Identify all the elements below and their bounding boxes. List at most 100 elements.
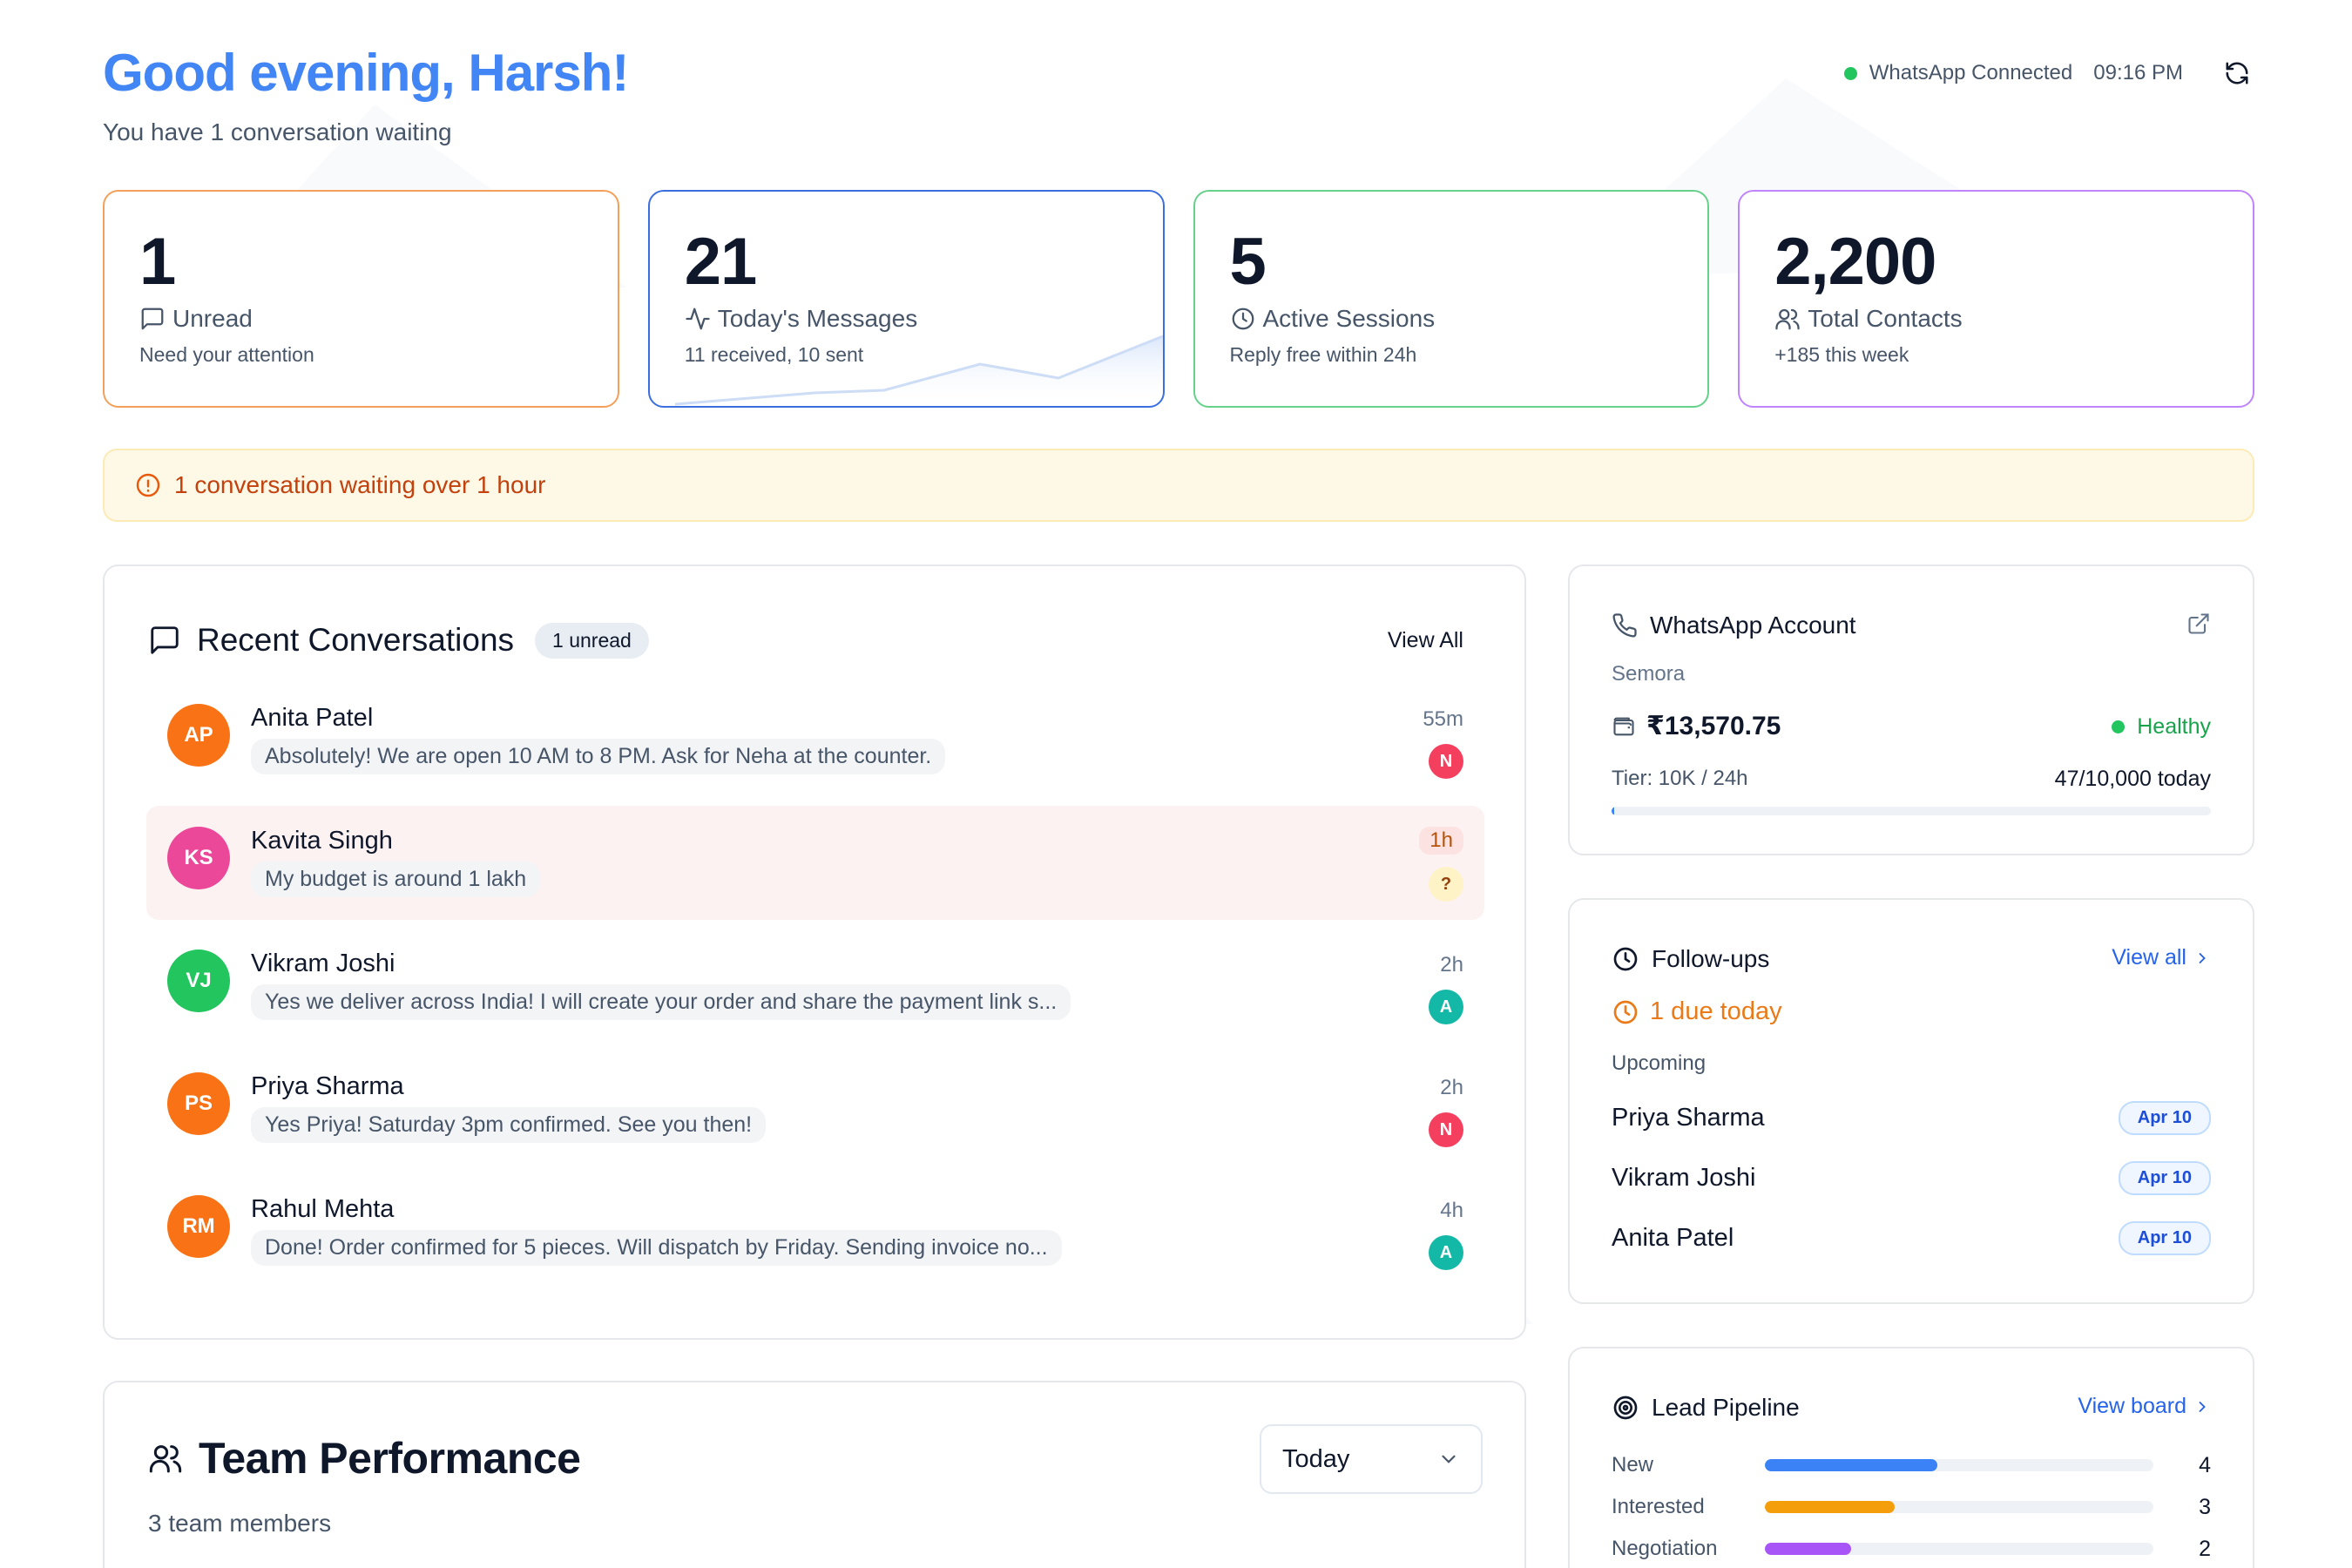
stat-subtext: +185 this week — [1774, 343, 1909, 366]
follow-up-contact: Priya Sharma — [1612, 1104, 1765, 1132]
contact-name: Vikram Joshi — [251, 950, 395, 977]
conversation-row[interactable]: KS Kavita Singh My budget is around 1 la… — [146, 806, 1484, 920]
stage-bar — [1765, 1501, 2153, 1513]
wallet-icon — [1613, 717, 1634, 735]
stat-card-unread[interactable]: 1 Unread Need your attention — [103, 190, 619, 408]
unread-badge: 1 unread — [535, 622, 649, 659]
last-message-preview: Done! Order confirmed for 5 pieces. Will… — [251, 1230, 1062, 1266]
stat-label-text: Active Sessions — [1262, 305, 1436, 332]
stage-bar-fill — [1765, 1543, 1852, 1555]
team-member-count: 3 team members — [148, 1510, 332, 1537]
usage-progress-fill — [1612, 807, 1615, 815]
stat-value: 2,200 — [1774, 225, 1936, 299]
stat-subtext: 11 received, 10 sent — [684, 343, 864, 366]
stat-card-messages[interactable]: 21 Today's Messages 11 received, 10 sent — [647, 190, 1165, 408]
message-square-icon — [151, 626, 179, 654]
stat-card-sessions[interactable]: 5 Active Sessions Reply free within 24h — [1193, 190, 1710, 408]
view-all-conversations-link[interactable]: View All — [1387, 627, 1463, 652]
last-message-preview: Yes Priya! Saturday 3pm confirmed. See y… — [251, 1107, 767, 1143]
pipeline-stage-row[interactable]: New 4 — [1612, 1444, 2211, 1486]
conversation-list: AP Anita Patel Absolutely! We are open 1… — [146, 683, 1484, 1297]
follow-up-item[interactable]: Vikram Joshi Apr 10 — [1612, 1148, 2211, 1208]
alert-text: 1 conversation waiting over 1 hour — [174, 471, 546, 498]
follow-up-contact: Vikram Joshi — [1612, 1164, 1756, 1192]
health-dot — [2112, 720, 2126, 733]
messaging-tier: Tier: 10K / 24h — [1612, 767, 1748, 790]
stat-label: Unread — [139, 305, 583, 333]
health-status-label: Healthy — [2137, 714, 2211, 739]
stat-subtext: Need your attention — [139, 343, 314, 366]
stage-count: 4 — [2199, 1452, 2211, 1477]
conversation-row[interactable]: RM Rahul Mehta Done! Order confirmed for… — [146, 1174, 1484, 1288]
follow-ups-card: Follow-ups View all 1 due today Upcoming… — [1568, 898, 2254, 1304]
target-icon — [1613, 1396, 1638, 1420]
stat-label: Total Contacts — [1774, 305, 2218, 333]
stat-label-text: Unread — [172, 305, 253, 332]
conversations-header: Recent Conversations 1 unread View All — [148, 618, 1463, 662]
follow-up-item[interactable]: Priya Sharma Apr 10 — [1612, 1088, 2211, 1148]
team-performance-title: Team Performance — [199, 1434, 581, 1483]
daily-usage: 47/10,000 today — [2054, 767, 2211, 791]
clock-icon — [1613, 1000, 1638, 1024]
recent-conversations-card: Recent Conversations 1 unread View All A… — [103, 564, 1526, 1340]
message-time: 2h — [1440, 953, 1463, 977]
last-message-preview: Absolutely! We are open 10 AM to 8 PM. A… — [251, 739, 946, 774]
stage-count: 2 — [2199, 1536, 2211, 1561]
contact-name: Priya Sharma — [251, 1072, 404, 1100]
follow-up-date-badge: Apr 10 — [2118, 1161, 2211, 1195]
due-today-indicator: 1 due today — [1612, 997, 1782, 1026]
stat-value: 21 — [684, 225, 758, 299]
stat-value: 5 — [1229, 225, 1267, 299]
assigned-agent-badge: N — [1429, 1112, 1463, 1147]
stat-value: 1 — [139, 225, 176, 299]
conversation-row[interactable]: AP Anita Patel Absolutely! We are open 1… — [146, 683, 1484, 797]
upcoming-label: Upcoming — [1612, 1051, 1707, 1075]
stat-label: Today's Messages — [685, 305, 1128, 333]
stage-bar-fill — [1765, 1501, 1895, 1513]
lead-pipeline-title: Lead Pipeline — [1652, 1394, 1800, 1421]
follow-ups-title: Follow-ups — [1652, 945, 1770, 972]
follow-up-item[interactable]: Anita Patel Apr 10 — [1612, 1208, 2211, 1268]
open-external-button[interactable] — [2186, 612, 2211, 640]
assigned-agent-badge: ? — [1429, 867, 1463, 902]
waiting-alert-banner[interactable]: 1 conversation waiting over 1 hour — [103, 449, 2254, 522]
stage-bar — [1765, 1459, 2153, 1471]
stage-label: Negotiation — [1612, 1537, 1718, 1560]
wallet-balance: ₹13,570.75 — [1612, 711, 1781, 741]
follow-up-date-badge: Apr 10 — [2118, 1101, 2211, 1135]
messages-sparkline — [674, 335, 1163, 406]
due-today-text: 1 due today — [1650, 997, 1782, 1025]
message-square-icon — [141, 308, 164, 330]
avatar: AP — [167, 704, 230, 767]
conversation-row[interactable]: VJ Vikram Joshi Yes we deliver across In… — [146, 929, 1484, 1043]
external-link-icon — [2188, 613, 2209, 634]
last-message-preview: Yes we deliver across India! I will crea… — [251, 984, 1071, 1020]
period-select[interactable]: Today — [1260, 1424, 1483, 1494]
phone-icon — [1612, 613, 1637, 638]
stage-label: New — [1612, 1453, 1654, 1477]
conversation-row[interactable]: PS Priya Sharma Yes Priya! Saturday 3pm … — [146, 1051, 1484, 1166]
whatsapp-account-title: WhatsApp Account — [1650, 612, 1856, 639]
pipeline-stage-row[interactable]: Negotiation 2 — [1612, 1528, 2211, 1568]
message-time: 4h — [1440, 1199, 1463, 1222]
clock-icon — [1613, 947, 1638, 971]
view-all-follow-ups-link[interactable]: View all — [2112, 945, 2211, 970]
stats-row: 1 Unread Need your attention 21 Today's … — [103, 190, 2254, 408]
status-dot — [1843, 66, 1857, 80]
chevron-down-icon — [1442, 1455, 1456, 1463]
greeting-title: Good evening, Harsh! — [103, 44, 629, 102]
assigned-agent-badge: A — [1429, 990, 1463, 1024]
view-board-link[interactable]: View board — [2078, 1394, 2211, 1419]
pipeline-stage-row[interactable]: Interested 3 — [1612, 1486, 2211, 1528]
business-name: Semora — [1612, 662, 1686, 686]
follow-ups-header: Follow-ups — [1612, 945, 1769, 973]
avatar: VJ — [167, 950, 230, 1012]
users-icon — [1775, 308, 1800, 330]
follow-up-date-badge: Apr 10 — [2118, 1221, 2211, 1255]
stat-card-contacts[interactable]: 2,200 Total Contacts +185 this week — [1738, 190, 2254, 408]
refresh-button[interactable] — [2220, 56, 2254, 91]
whatsapp-account-header: WhatsApp Account — [1612, 612, 1856, 639]
header-status-area: WhatsApp Connected 09:16 PM — [1843, 56, 2254, 91]
avatar: KS — [167, 827, 230, 889]
contact-name: Anita Patel — [251, 704, 374, 732]
